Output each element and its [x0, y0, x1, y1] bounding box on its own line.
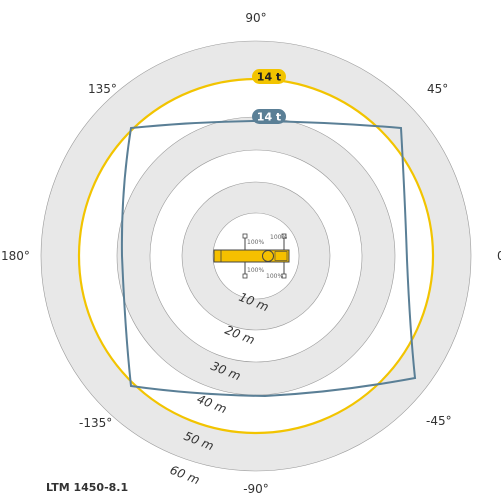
outrigger-pad-1 — [242, 233, 248, 239]
outrigger-pct-top-right: 100% — [270, 234, 287, 241]
model-label: LTM 1450-8.1 — [46, 481, 128, 494]
angle-label-minus90: -90° — [243, 482, 269, 495]
capacity-circle-badge: 14 t — [252, 69, 286, 84]
angle-label-minus135: -135° — [79, 416, 112, 430]
outrigger-pad-2 — [281, 233, 287, 239]
outrigger-pct-top-left: 100% — [247, 239, 264, 246]
angle-label-135: 135° — [88, 82, 117, 96]
outrigger-pad-4 — [281, 273, 287, 279]
angle-label-45: 45° — [427, 82, 448, 96]
capacity-polygon-label: 14 t — [257, 111, 281, 124]
capacity-polygon-badge: 14 t — [252, 109, 286, 124]
radius-label-60m: 60 m — [168, 463, 202, 488]
outrigger-pct-bottom-right: 100% — [266, 273, 283, 280]
slewing-ring — [262, 250, 274, 262]
capacity-circle-label: 14 t — [257, 71, 281, 84]
angle-label-90: 90° — [245, 11, 266, 25]
crane-carrier: 100% 100% 100% 100% — [213, 233, 290, 280]
outrigger-pct-bottom-left: 100% — [247, 267, 264, 274]
angle-label-180: 180° — [1, 249, 30, 263]
angle-label-minus45: -45° — [426, 414, 452, 428]
angle-label-0: 0° — [497, 249, 501, 263]
capacity-polygon — [120, 119, 417, 398]
angle-labels: 90° 45° 0° -45° -90° -135° 180° 135° — [1, 11, 501, 495]
crane-counterweight — [274, 251, 288, 261]
outrigger-pad-3 — [242, 273, 248, 279]
